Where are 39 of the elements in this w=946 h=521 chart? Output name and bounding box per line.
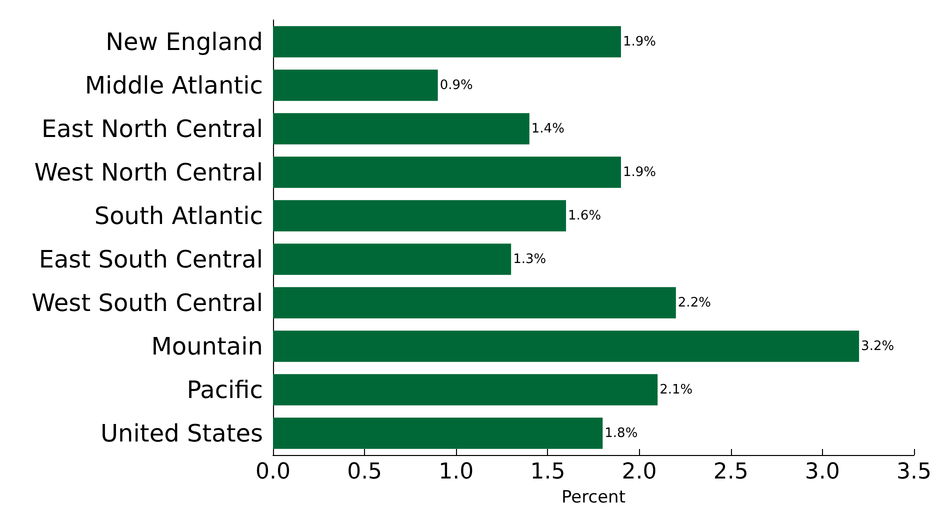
y-tick-label: Mountain xyxy=(151,332,263,360)
x-tick-label: 2.0 xyxy=(622,460,657,484)
x-tick-label: 0.5 xyxy=(347,460,382,484)
y-tick-label: United States xyxy=(100,419,263,448)
data-label: 2.1% xyxy=(660,382,693,398)
data-label: 3.2% xyxy=(861,338,894,354)
y-tick-label: South Atlantic xyxy=(94,202,263,230)
y-tick-label: Middle Atlantic xyxy=(84,71,263,100)
data-label: 2.2% xyxy=(678,295,711,310)
y-tick-label: West North Central xyxy=(34,158,263,186)
bar xyxy=(273,200,566,232)
data-label: 0.9% xyxy=(440,78,473,93)
x-tick-label: 3.0 xyxy=(804,460,840,484)
data-label: 1.6% xyxy=(568,208,602,224)
y-tick-label: East North Central xyxy=(41,114,263,143)
x-tick-label: 1.0 xyxy=(438,460,474,484)
data-label: 1.8% xyxy=(604,426,638,441)
data-label: 1.4% xyxy=(531,121,564,136)
x-axis-title: Percent xyxy=(562,488,626,508)
data-label: 1.9% xyxy=(622,34,656,50)
bar xyxy=(273,113,530,144)
bar xyxy=(273,26,621,58)
y-tick-label: Pacific xyxy=(186,376,263,404)
y-tick-label: New England xyxy=(106,28,263,56)
bar xyxy=(273,330,860,362)
data-label: 1.3% xyxy=(513,252,546,267)
data-label: 1.9% xyxy=(622,164,656,180)
bar xyxy=(273,418,603,449)
bar xyxy=(273,156,621,188)
x-tick-label: 0.0 xyxy=(256,460,290,484)
bar xyxy=(273,374,658,406)
bar xyxy=(273,70,438,101)
y-tick-label: East South Central xyxy=(38,245,263,274)
bar xyxy=(273,244,512,275)
x-tick-label: 3.5 xyxy=(896,460,932,484)
y-tick-label: West South Central xyxy=(32,288,263,317)
x-tick-label: 2.5 xyxy=(713,460,748,484)
x-tick-label: 1.5 xyxy=(530,460,566,484)
bar xyxy=(273,287,676,318)
